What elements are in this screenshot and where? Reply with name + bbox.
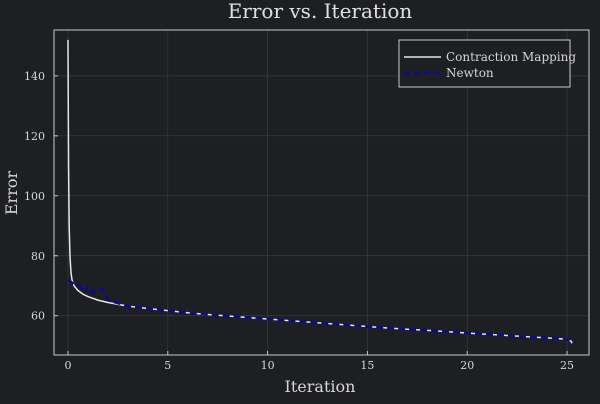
legend-box bbox=[398, 39, 571, 88]
x-axis-label: Iteration bbox=[285, 377, 356, 396]
axis-ticks: 0 5 10 15 20 25 60 80 100 120 140 bbox=[24, 70, 574, 372]
x-tick-label: 0 bbox=[64, 359, 71, 372]
y-tick-label: 80 bbox=[31, 250, 45, 263]
y-tick-label: 120 bbox=[24, 130, 45, 143]
series-lines bbox=[67, 39, 575, 347]
legend: Contraction Mapping Newton bbox=[398, 39, 576, 88]
x-tick-label: 15 bbox=[360, 359, 374, 372]
x-tick-label: 5 bbox=[164, 359, 171, 372]
legend-label-contraction-mapping: Contraction Mapping bbox=[446, 50, 576, 64]
legend-label-newton: Newton bbox=[446, 66, 494, 80]
y-tick-label: 60 bbox=[31, 310, 45, 323]
plot-frame bbox=[53, 29, 590, 356]
x-tick-label: 25 bbox=[560, 359, 574, 372]
y-axis-label: Error bbox=[2, 171, 21, 216]
x-tick-label: 10 bbox=[261, 359, 275, 372]
y-tick-label: 100 bbox=[24, 190, 45, 203]
series-line-newton bbox=[67, 278, 575, 347]
chart-title: Error vs. Iteration bbox=[228, 0, 413, 23]
y-tick-label: 140 bbox=[24, 70, 45, 83]
x-tick-label: 20 bbox=[460, 359, 474, 372]
